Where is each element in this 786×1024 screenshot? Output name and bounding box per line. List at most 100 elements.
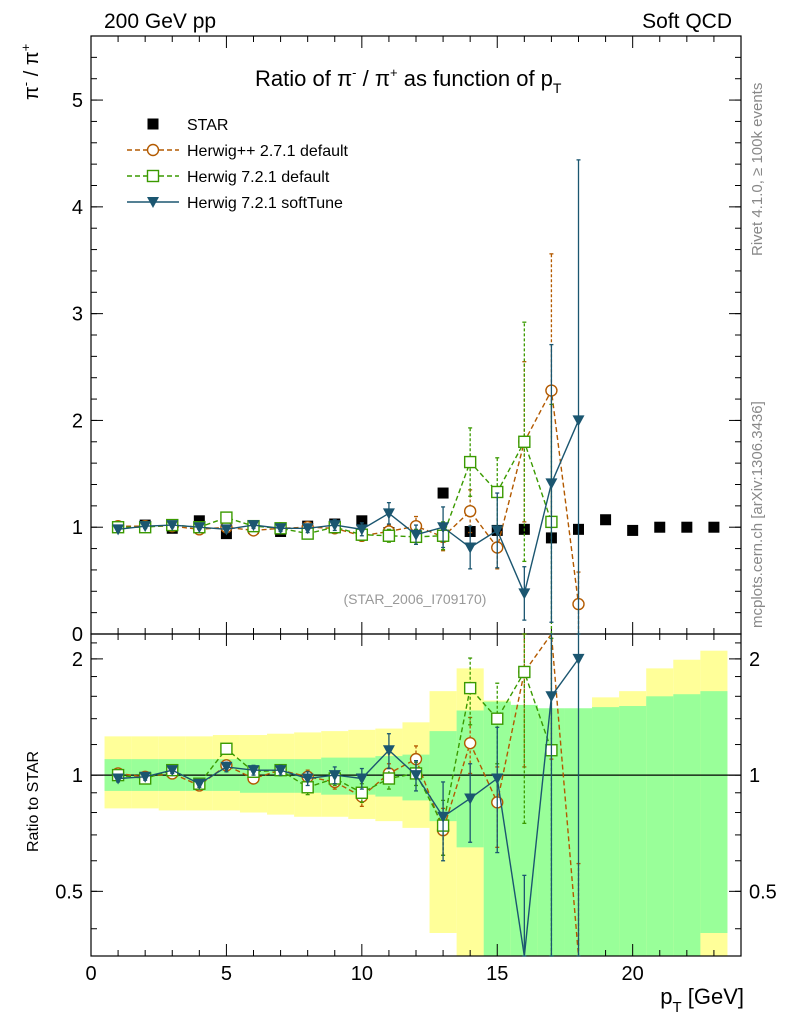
- data-point: [166, 765, 179, 777]
- stat-uncertainty-band: [700, 691, 728, 933]
- x-tick-label: 20: [622, 963, 644, 985]
- series-herwigpp-271: [111, 253, 585, 635]
- x-tick-label: 5: [221, 963, 232, 985]
- y-tick-label-right: 1: [749, 765, 760, 787]
- data-point: [166, 520, 179, 532]
- legend-entry-herwigpp-271: Herwig++ 2.7.1 default: [127, 143, 349, 160]
- x-tick-label: 10: [351, 963, 373, 985]
- series-line: [118, 388, 580, 605]
- x-tick-label: 0: [85, 963, 96, 985]
- y-tick-label-right: 0.5: [749, 881, 777, 903]
- data-point: [220, 761, 233, 773]
- data-point: [654, 521, 666, 533]
- y-tick-label: 0: [72, 624, 83, 646]
- data-point: [437, 487, 449, 499]
- header-right: Soft QCD: [642, 10, 732, 33]
- data-point: [437, 522, 450, 534]
- legend-entry-star: STAR: [147, 117, 228, 134]
- data-point: [139, 521, 152, 533]
- data-point: [328, 770, 341, 782]
- legend-label: Herwig 7.2.1 default: [187, 169, 330, 186]
- legend-marker: [146, 169, 160, 183]
- data-point: [356, 515, 368, 527]
- main-y-axis-label: π- / π+: [18, 44, 43, 100]
- data-point: [139, 771, 152, 783]
- data-point: [708, 521, 720, 533]
- data-point: [464, 793, 477, 805]
- data-point: [410, 770, 422, 782]
- data-point: [193, 515, 205, 527]
- rivet-version-label: Rivet 4.1.0, ≥ 100k events: [749, 83, 766, 256]
- data-point: [247, 765, 260, 777]
- x-axis-label: pT [GeV]: [660, 984, 744, 1016]
- analysis-tag: (STAR_2006_I709170): [344, 591, 487, 607]
- ratio-uncertainty-bands: [104, 650, 728, 956]
- data-point: [274, 523, 287, 535]
- data-point: [382, 508, 395, 520]
- data-point: [355, 773, 368, 785]
- data-point: [220, 742, 233, 755]
- data-point: [681, 521, 693, 533]
- series-herwig7-default: [111, 321, 558, 635]
- main-panel-axes: 0 1 2 3 4 5: [72, 35, 742, 646]
- data-point: [572, 415, 585, 427]
- data-point: [112, 773, 125, 785]
- legend-entry-herwig7-softtune: Herwig 7.2.1 softTune: [127, 195, 343, 212]
- main-title: Ratio of π- / π+ as function of pT: [255, 65, 562, 96]
- data-point: [463, 455, 477, 469]
- y-tick-label: 5: [72, 90, 83, 112]
- legend-label: Herwig++ 2.7.1 default: [187, 143, 349, 160]
- data-point: [193, 778, 206, 790]
- ratio-y-axis-label: Ratio to STAR: [25, 751, 42, 852]
- data-point: [220, 511, 233, 524]
- data-point: [491, 525, 504, 537]
- y-tick-label: 1: [72, 517, 83, 539]
- data-point: [382, 772, 396, 785]
- y-tick-label: 1: [72, 765, 83, 787]
- data-point: [600, 514, 612, 526]
- stat-uncertainty-band: [673, 694, 701, 956]
- legend-entry-herwig7-default: Herwig 7.2.1 default: [127, 169, 330, 186]
- y-tick-label: 2: [72, 410, 83, 432]
- data-point: [463, 681, 477, 695]
- legend-marker: [147, 118, 159, 130]
- y-tick-label: 0.5: [55, 881, 83, 903]
- header-left: 200 GeV pp: [104, 10, 216, 33]
- data-point: [463, 736, 477, 750]
- main-panel-series: [111, 159, 720, 635]
- legend-label: STAR: [187, 117, 228, 134]
- data-point: [355, 524, 368, 536]
- y-tick-label-right: 2: [749, 649, 760, 671]
- data-point: [518, 435, 531, 448]
- mcplots-label: mcplots.cern.ch [arXiv:1306.3436]: [749, 401, 766, 628]
- data-point: [518, 665, 531, 679]
- data-point: [382, 529, 396, 542]
- legend-marker: [147, 197, 159, 208]
- legend-marker: [146, 143, 160, 157]
- data-point: [193, 522, 206, 534]
- stat-uncertainty-band: [592, 707, 620, 956]
- stat-uncertainty-band: [646, 696, 674, 956]
- data-point: [545, 691, 558, 703]
- x-tick-label: 15: [486, 963, 508, 985]
- y-tick-label: 3: [72, 304, 83, 326]
- data-point: [518, 588, 531, 600]
- data-point: [328, 520, 341, 532]
- data-point: [220, 524, 233, 536]
- y-tick-label: 2: [72, 649, 83, 671]
- series-line: [118, 420, 580, 596]
- ratio-panel-series: [111, 632, 585, 957]
- series-line: [118, 658, 580, 957]
- legend-label: Herwig 7.2.1 softTune: [187, 195, 343, 212]
- data-point: [382, 745, 395, 757]
- data-point: [463, 504, 477, 518]
- data-point: [545, 478, 558, 490]
- data-point: [410, 529, 422, 541]
- data-point: [274, 765, 287, 777]
- stat-uncertainty-band: [619, 706, 647, 956]
- data-point: [437, 811, 450, 823]
- data-point: [301, 523, 314, 535]
- data-point: [464, 542, 477, 554]
- data-point: [491, 773, 504, 785]
